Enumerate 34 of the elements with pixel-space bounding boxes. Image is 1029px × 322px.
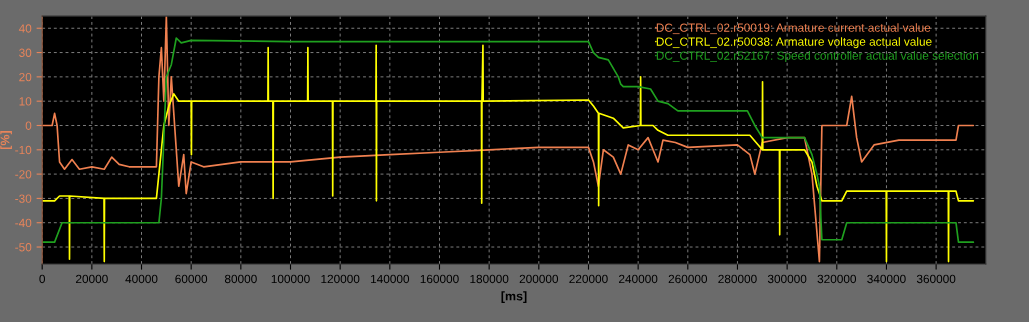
y-tick-label: 0 [25, 121, 32, 130]
x-tick-label: 300000 [767, 274, 807, 284]
x-tick-label: 20000 [76, 274, 108, 284]
x-tick-label: 0 [39, 274, 46, 284]
x-tick-label: 180000 [470, 274, 509, 284]
x-tick-label: 360000 [916, 274, 956, 284]
x-tick-label: 220000 [569, 274, 608, 284]
y-tick-label: -40 [15, 218, 32, 228]
y-tick-label: -10 [15, 145, 32, 155]
x-tick-label: 80000 [224, 274, 257, 284]
y-tick-label: -30 [15, 194, 32, 203]
y-tick-label: 40 [18, 24, 32, 33]
x-tick-label: 60000 [175, 274, 208, 284]
y-tick-label: 30 [19, 48, 32, 57]
x-tick-label: 200000 [519, 274, 559, 284]
x-tick-label: 340000 [867, 274, 906, 284]
x-tick-label: 240000 [619, 274, 658, 284]
x-tick-label: 260000 [668, 274, 708, 284]
y-axis-title: [%] [0, 131, 12, 150]
x-tick-label: 140000 [371, 274, 410, 284]
x-tick-label: 40000 [125, 274, 158, 284]
legend-label: DC_CTRL_02.r50019: Armature current actual value [656, 23, 931, 35]
x-tick-label: 100000 [271, 274, 310, 284]
x-tick-label: 280000 [718, 274, 757, 284]
x-tick-label: 120000 [321, 274, 360, 284]
x-tick-label: 320000 [817, 274, 857, 284]
y-tick-label: -50 [15, 243, 32, 252]
x-axis-title: [ms] [501, 291, 527, 303]
legend-label: DC_CTRL_02.r52167: Speed controller actual value selection [656, 51, 978, 63]
y-tick-label: 20 [19, 72, 32, 82]
y-tick-label: -20 [15, 170, 32, 179]
legend-label: DC_CTRL_02.r50038: Armature voltage actual value [656, 37, 932, 49]
x-tick-label: 160000 [420, 274, 459, 284]
y-tick-label: 10 [19, 97, 32, 106]
